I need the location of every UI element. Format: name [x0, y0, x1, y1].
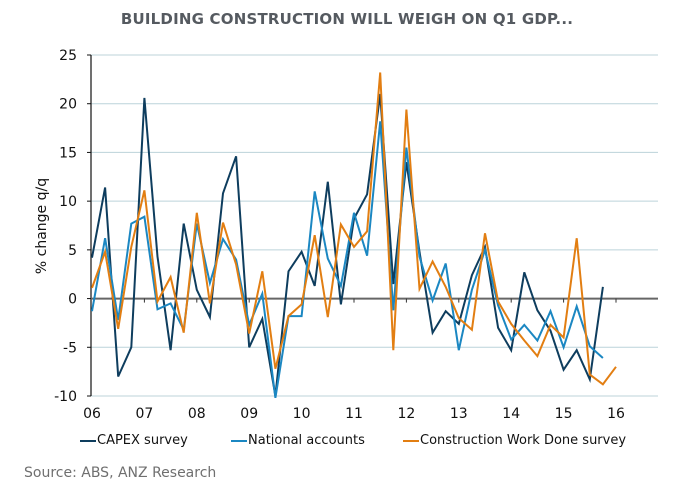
x-tick-label: 12: [397, 406, 415, 422]
y-tick-label: 10: [59, 194, 77, 210]
x-tick-label: 09: [240, 406, 258, 422]
y-tick-label: 15: [59, 145, 77, 161]
x-tick-label: 15: [555, 406, 573, 422]
x-tick-label: 08: [188, 406, 206, 422]
legend: CAPEX survey National accounts Construct…: [0, 433, 694, 453]
y-tick-label: 20: [59, 97, 77, 113]
series-line-construction-work-done-survey: [91, 72, 617, 386]
x-tick-label: 10: [293, 406, 311, 422]
legend-swatch-capex: [80, 439, 96, 442]
x-tick-label: 16: [607, 406, 625, 422]
y-axis-label: % change q/q: [34, 178, 50, 274]
x-tick-label: 11: [345, 406, 363, 422]
series-lines: [91, 72, 617, 399]
x-tick-label: 13: [450, 406, 468, 422]
legend-swatch-construction-work-done: [403, 439, 419, 442]
y-tick-label: 25: [59, 48, 77, 64]
source-note: Source: ABS, ANZ Research: [24, 465, 217, 481]
y-tick-label: -10: [54, 389, 77, 405]
chart-title: BUILDING CONSTRUCTION WILL WEIGH ON Q1 G…: [120, 10, 574, 28]
axes: [90, 55, 658, 396]
legend-label: Construction Work Done survey: [420, 433, 627, 448]
gridlines: [91, 54, 658, 397]
legend-label: CAPEX survey: [97, 433, 188, 448]
legend-label: National accounts: [248, 433, 365, 448]
y-tick-label: -5: [63, 340, 77, 356]
x-tick-label: 06: [83, 406, 101, 422]
y-tick-label: 0: [68, 292, 77, 308]
series-line-capex-survey: [91, 93, 604, 397]
x-tick-label: 07: [135, 406, 153, 422]
legend-swatch-national-accounts: [231, 439, 247, 442]
y-axis-ticks: -10 -5 0 5 10 15 20 25: [54, 48, 91, 405]
legend-item-construction-work-done: Construction Work Done survey: [403, 433, 626, 448]
y-tick-label: 5: [68, 243, 77, 259]
legend-item-national-accounts: National accounts: [231, 433, 365, 448]
legend-item-capex: CAPEX survey: [80, 433, 188, 448]
x-axis-ticks: 06 07 08 09 10 11 12 13 14 15 16: [83, 298, 625, 422]
x-tick-label: 14: [502, 406, 520, 422]
